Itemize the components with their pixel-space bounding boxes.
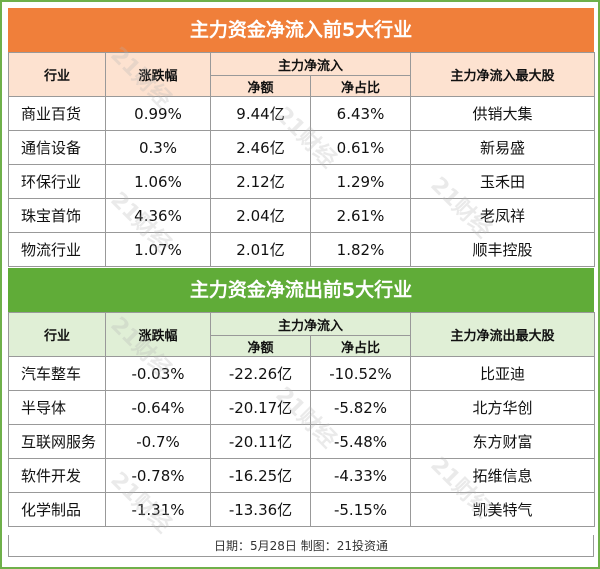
header-amount: 净额 [210, 335, 311, 357]
cell-ratio: 1.82% [309, 232, 412, 267]
table-row: 软件开发 -0.78% -16.25亿 -4.33% 拓维信息 [8, 458, 596, 493]
cell-industry: 通信设备 [8, 130, 106, 165]
cell-top-stock: 凯美特气 [410, 492, 596, 527]
cell-industry: 物流行业 [8, 232, 106, 267]
cell-change: 1.07% [105, 232, 211, 267]
cell-ratio: -5.82% [309, 390, 412, 425]
cell-ratio: -10.52% [309, 356, 412, 391]
inflow-table: 行业 涨跌幅 主力净流入 主力净流入最大股 净额 净占比 商业百货 0.99% … [8, 52, 596, 267]
table-row: 商业百货 0.99% 9.44亿 6.43% 供销大集 [8, 96, 596, 131]
header-top-stock: 主力净流入最大股 [410, 52, 596, 97]
table-row: 通信设备 0.3% 2.46亿 0.61% 新易盛 [8, 130, 596, 165]
header-change: 涨跌幅 [105, 52, 211, 97]
header-change: 涨跌幅 [105, 312, 211, 357]
cell-top-stock: 玉禾田 [410, 164, 596, 199]
header-ratio: 净占比 [309, 75, 412, 97]
cell-industry: 软件开发 [8, 458, 106, 493]
cell-change: -1.31% [105, 492, 211, 527]
cell-top-stock: 供销大集 [410, 96, 596, 131]
table-row: 半导体 -0.64% -20.17亿 -5.82% 北方华创 [8, 390, 596, 425]
cell-amount: -22.26亿 [210, 356, 311, 391]
header-industry: 行业 [8, 52, 106, 97]
cell-amount: 2.04亿 [210, 198, 311, 233]
cell-industry: 珠宝首饰 [8, 198, 106, 233]
cell-top-stock: 顺丰控股 [410, 232, 596, 267]
table-row: 物流行业 1.07% 2.01亿 1.82% 顺丰控股 [8, 232, 596, 267]
cell-top-stock: 北方华创 [410, 390, 596, 425]
cell-change: 0.99% [105, 96, 211, 131]
cell-amount: -20.17亿 [210, 390, 311, 425]
cell-amount: 2.46亿 [210, 130, 311, 165]
cell-change: 4.36% [105, 198, 211, 233]
header-industry: 行业 [8, 312, 106, 357]
cell-top-stock: 东方财富 [410, 424, 596, 459]
cell-industry: 化学制品 [8, 492, 106, 527]
cell-ratio: 0.61% [309, 130, 412, 165]
cell-top-stock: 新易盛 [410, 130, 596, 165]
cell-amount: -13.36亿 [210, 492, 311, 527]
cell-industry: 互联网服务 [8, 424, 106, 459]
header-net-inflow-group: 主力净流入 [209, 52, 412, 76]
inflow-header-row: 行业 涨跌幅 主力净流入 主力净流入最大股 [8, 52, 596, 97]
outflow-table: 行业 涨跌幅 主力净流入 主力净流出最大股 净额 净占比 汽车整车 -0.03%… [8, 312, 596, 527]
cell-ratio: -5.48% [309, 424, 412, 459]
footer-caption: 日期：5月28日 制图：21投资通 [8, 535, 594, 557]
header-net-inflow-group: 主力净流入 [209, 312, 412, 336]
cell-change: 1.06% [105, 164, 211, 199]
cell-amount: -20.11亿 [210, 424, 311, 459]
cell-change: -0.64% [105, 390, 211, 425]
cell-ratio: 1.29% [309, 164, 412, 199]
table-row: 互联网服务 -0.7% -20.11亿 -5.48% 东方财富 [8, 424, 596, 459]
cell-change: 0.3% [105, 130, 211, 165]
cell-ratio: 6.43% [309, 96, 412, 131]
outflow-header-row: 行业 涨跌幅 主力净流入 主力净流出最大股 [8, 312, 596, 357]
cell-industry: 汽车整车 [8, 356, 106, 391]
header-amount: 净额 [210, 75, 311, 97]
cell-ratio: 2.61% [309, 198, 412, 233]
cell-change: -0.7% [105, 424, 211, 459]
cell-industry: 半导体 [8, 390, 106, 425]
cell-ratio: -5.15% [309, 492, 412, 527]
cell-top-stock: 老凤祥 [410, 198, 596, 233]
table-row: 汽车整车 -0.03% -22.26亿 -10.52% 比亚迪 [8, 356, 596, 391]
table-row: 环保行业 1.06% 2.12亿 1.29% 玉禾田 [8, 164, 596, 199]
cell-top-stock: 拓维信息 [410, 458, 596, 493]
table-row: 珠宝首饰 4.36% 2.04亿 2.61% 老凤祥 [8, 198, 596, 233]
table-row: 化学制品 -1.31% -13.36亿 -5.15% 凯美特气 [8, 492, 596, 527]
cell-top-stock: 比亚迪 [410, 356, 596, 391]
inflow-title: 主力资金净流入前5大行业 [8, 8, 594, 52]
cell-industry: 环保行业 [8, 164, 106, 199]
cell-industry: 商业百货 [8, 96, 106, 131]
cell-amount: 2.01亿 [210, 232, 311, 267]
cell-amount: 2.12亿 [210, 164, 311, 199]
cell-ratio: -4.33% [309, 458, 412, 493]
outflow-title: 主力资金净流出前5大行业 [8, 268, 594, 312]
cell-change: -0.03% [105, 356, 211, 391]
header-ratio: 净占比 [309, 335, 412, 357]
header-top-stock: 主力净流出最大股 [410, 312, 596, 357]
cell-amount: -16.25亿 [210, 458, 311, 493]
cell-change: -0.78% [105, 458, 211, 493]
cell-amount: 9.44亿 [210, 96, 311, 131]
